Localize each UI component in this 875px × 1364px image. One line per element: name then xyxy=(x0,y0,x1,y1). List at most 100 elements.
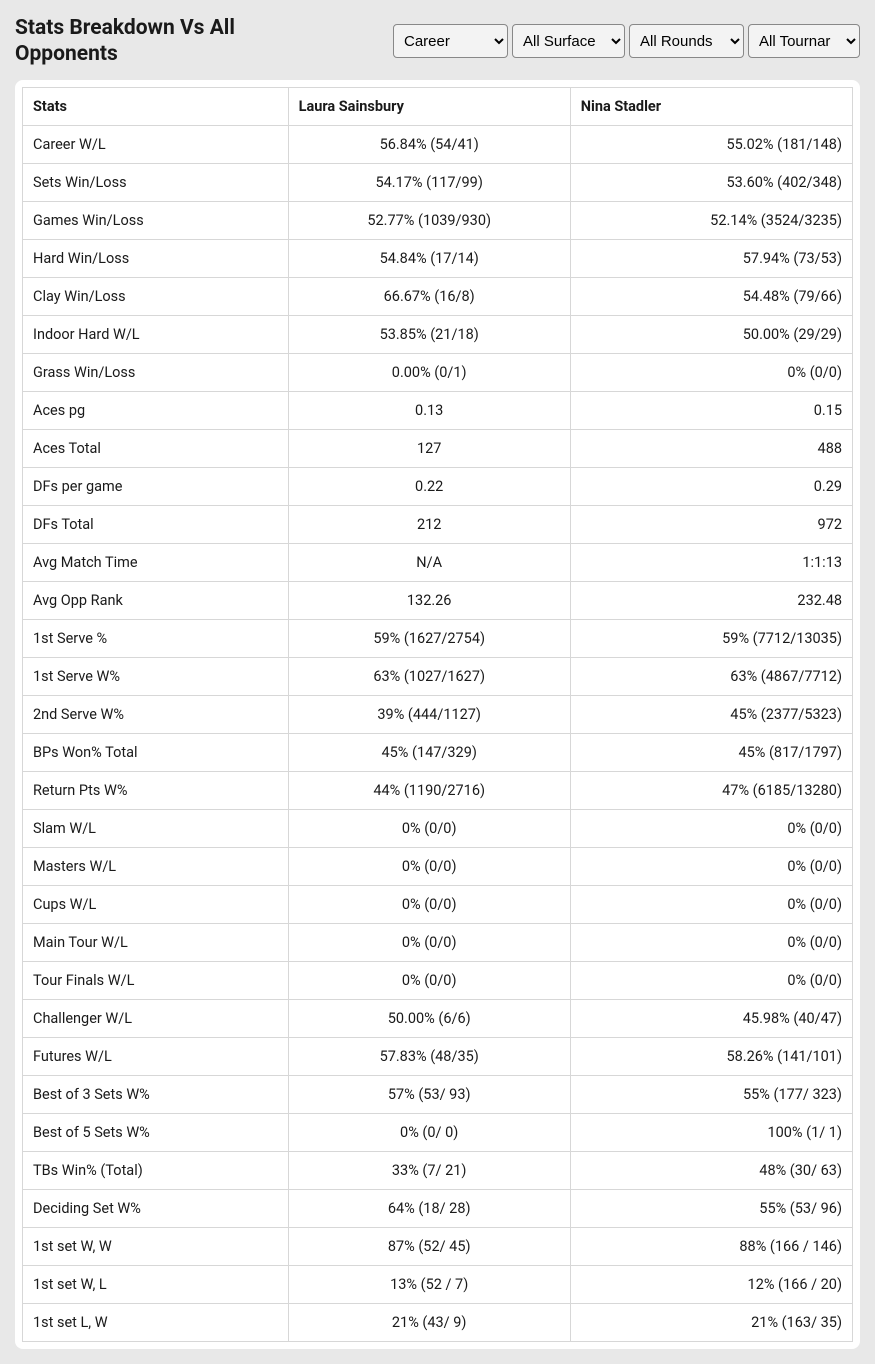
table-row: 1st Serve W%63% (1027/1627)63% (4867/771… xyxy=(23,657,853,695)
col-player2: Nina Stadler xyxy=(570,87,852,125)
player2-value: 0% (0/0) xyxy=(570,809,852,847)
player1-value: 0% (0/0) xyxy=(288,809,570,847)
table-row: Clay Win/Loss66.67% (16/8)54.48% (79/66) xyxy=(23,277,853,315)
stat-label: 2nd Serve W% xyxy=(23,695,289,733)
table-row: 1st set W, L13% (52 / 7)12% (166 / 20) xyxy=(23,1265,853,1303)
player1-value: 212 xyxy=(288,505,570,543)
table-row: Grass Win/Loss0.00% (0/1)0% (0/0) xyxy=(23,353,853,391)
table-row: Tour Finals W/L0% (0/0)0% (0/0) xyxy=(23,961,853,999)
player2-value: 21% (163/ 35) xyxy=(570,1303,852,1341)
stat-label: Tour Finals W/L xyxy=(23,961,289,999)
player2-value: 45.98% (40/47) xyxy=(570,999,852,1037)
player2-value: 100% (1/ 1) xyxy=(570,1113,852,1151)
stat-label: Aces pg xyxy=(23,391,289,429)
table-row: 1st set L, W21% (43/ 9)21% (163/ 35) xyxy=(23,1303,853,1341)
player2-value: 59% (7712/13035) xyxy=(570,619,852,657)
table-row: DFs Total212972 xyxy=(23,505,853,543)
col-player1: Laura Sainsbury xyxy=(288,87,570,125)
player2-value: 0% (0/0) xyxy=(570,961,852,999)
player1-value: 52.77% (1039/930) xyxy=(288,201,570,239)
tournament-select[interactable]: All Tournar xyxy=(748,24,860,58)
player2-value: 232.48 xyxy=(570,581,852,619)
table-row: Futures W/L57.83% (48/35)58.26% (141/101… xyxy=(23,1037,853,1075)
player2-value: 0% (0/0) xyxy=(570,923,852,961)
player2-value: 47% (6185/13280) xyxy=(570,771,852,809)
player1-value: 54.84% (17/14) xyxy=(288,239,570,277)
player1-value: 0% (0/ 0) xyxy=(288,1113,570,1151)
player2-value: 0.15 xyxy=(570,391,852,429)
table-row: Career W/L56.84% (54/41)55.02% (181/148) xyxy=(23,125,853,163)
table-row: DFs per game0.220.29 xyxy=(23,467,853,505)
stat-label: DFs Total xyxy=(23,505,289,543)
player1-value: 0% (0/0) xyxy=(288,885,570,923)
table-row: Challenger W/L50.00% (6/6)45.98% (40/47) xyxy=(23,999,853,1037)
table-row: Avg Opp Rank132.26232.48 xyxy=(23,581,853,619)
stats-table: Stats Laura Sainsbury Nina Stadler Caree… xyxy=(22,87,853,1342)
stat-label: Return Pts W% xyxy=(23,771,289,809)
player2-value: 12% (166 / 20) xyxy=(570,1265,852,1303)
player2-value: 57.94% (73/53) xyxy=(570,239,852,277)
player2-value: 88% (166 / 146) xyxy=(570,1227,852,1265)
table-row: 1st Serve %59% (1627/2754)59% (7712/1303… xyxy=(23,619,853,657)
player1-value: 21% (43/ 9) xyxy=(288,1303,570,1341)
table-row: Sets Win/Loss54.17% (117/99)53.60% (402/… xyxy=(23,163,853,201)
table-row: 1st set W, W87% (52/ 45)88% (166 / 146) xyxy=(23,1227,853,1265)
player1-value: 63% (1027/1627) xyxy=(288,657,570,695)
player1-value: 45% (147/329) xyxy=(288,733,570,771)
player2-value: 0% (0/0) xyxy=(570,353,852,391)
player1-value: 64% (18/ 28) xyxy=(288,1189,570,1227)
stat-label: Games Win/Loss xyxy=(23,201,289,239)
player1-value: 0% (0/0) xyxy=(288,961,570,999)
player1-value: 33% (7/ 21) xyxy=(288,1151,570,1189)
period-select[interactable]: Career xyxy=(393,24,508,58)
table-row: Return Pts W%44% (1190/2716)47% (6185/13… xyxy=(23,771,853,809)
player1-value: 57.83% (48/35) xyxy=(288,1037,570,1075)
stat-label: BPs Won% Total xyxy=(23,733,289,771)
table-row: Best of 3 Sets W%57% (53/ 93)55% (177/ 3… xyxy=(23,1075,853,1113)
stat-label: 1st Serve % xyxy=(23,619,289,657)
table-row: Indoor Hard W/L53.85% (21/18)50.00% (29/… xyxy=(23,315,853,353)
player2-value: 53.60% (402/348) xyxy=(570,163,852,201)
player2-value: 1:1:13 xyxy=(570,543,852,581)
stat-label: Clay Win/Loss xyxy=(23,277,289,315)
player1-value: N/A xyxy=(288,543,570,581)
player1-value: 0.13 xyxy=(288,391,570,429)
table-row: Hard Win/Loss54.84% (17/14)57.94% (73/53… xyxy=(23,239,853,277)
table-row: TBs Win% (Total)33% (7/ 21)48% (30/ 63) xyxy=(23,1151,853,1189)
player2-value: 48% (30/ 63) xyxy=(570,1151,852,1189)
table-row: BPs Won% Total45% (147/329)45% (817/1797… xyxy=(23,733,853,771)
player2-value: 45% (817/1797) xyxy=(570,733,852,771)
round-select[interactable]: All Rounds xyxy=(629,24,744,58)
stat-label: 1st set L, W xyxy=(23,1303,289,1341)
table-row: 2nd Serve W%39% (444/1127)45% (2377/5323… xyxy=(23,695,853,733)
surface-select[interactable]: All Surface xyxy=(512,24,625,58)
player1-value: 0.00% (0/1) xyxy=(288,353,570,391)
player2-value: 0.29 xyxy=(570,467,852,505)
stat-label: Hard Win/Loss xyxy=(23,239,289,277)
player1-value: 57% (53/ 93) xyxy=(288,1075,570,1113)
player2-value: 972 xyxy=(570,505,852,543)
player2-value: 0% (0/0) xyxy=(570,885,852,923)
player1-value: 54.17% (117/99) xyxy=(288,163,570,201)
stat-label: Masters W/L xyxy=(23,847,289,885)
stat-label: Sets Win/Loss xyxy=(23,163,289,201)
stat-label: Challenger W/L xyxy=(23,999,289,1037)
player1-value: 0.22 xyxy=(288,467,570,505)
table-row: Deciding Set W%64% (18/ 28)55% (53/ 96) xyxy=(23,1189,853,1227)
table-row: Cups W/L0% (0/0)0% (0/0) xyxy=(23,885,853,923)
player2-value: 55% (177/ 323) xyxy=(570,1075,852,1113)
stat-label: Grass Win/Loss xyxy=(23,353,289,391)
player1-value: 39% (444/1127) xyxy=(288,695,570,733)
player2-value: 58.26% (141/101) xyxy=(570,1037,852,1075)
table-header-row: Stats Laura Sainsbury Nina Stadler xyxy=(23,87,853,125)
stat-label: Cups W/L xyxy=(23,885,289,923)
stat-label: Indoor Hard W/L xyxy=(23,315,289,353)
stat-label: 1st set W, L xyxy=(23,1265,289,1303)
stat-label: Main Tour W/L xyxy=(23,923,289,961)
player1-value: 0% (0/0) xyxy=(288,847,570,885)
player2-value: 63% (4867/7712) xyxy=(570,657,852,695)
col-stats: Stats xyxy=(23,87,289,125)
table-row: Games Win/Loss52.77% (1039/930)52.14% (3… xyxy=(23,201,853,239)
player1-value: 13% (52 / 7) xyxy=(288,1265,570,1303)
stat-label: 1st set W, W xyxy=(23,1227,289,1265)
